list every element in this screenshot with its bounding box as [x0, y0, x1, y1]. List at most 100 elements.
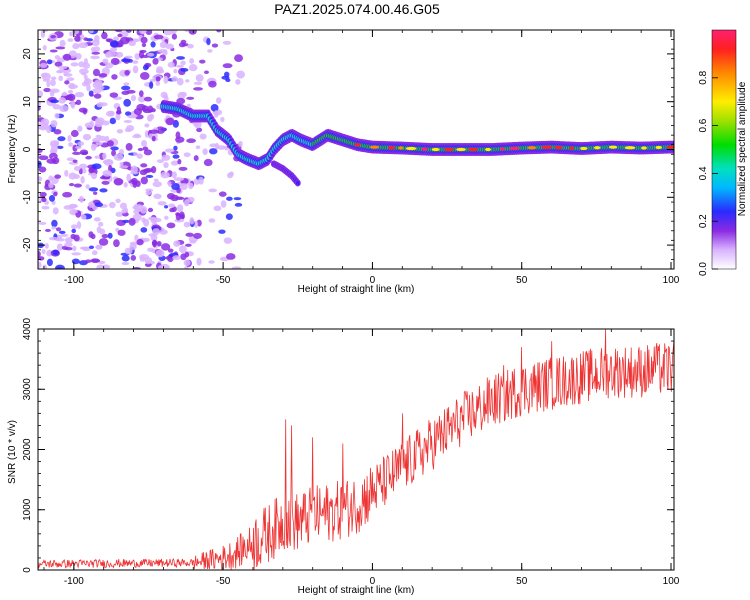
heatmap-cell: [89, 93, 94, 97]
heatmap-cell: [159, 41, 168, 49]
heatmap-cell: [221, 75, 230, 80]
heatmap-cell: [398, 146, 404, 150]
heatmap-cell: [141, 42, 147, 48]
heatmap-cell: [233, 197, 242, 201]
heatmap-cell: [71, 252, 81, 256]
heatmap-cell: [168, 203, 175, 208]
heatmap-cell: [86, 83, 91, 92]
heatmap-cell: [96, 102, 104, 108]
spectrogram-xlabel: Height of straight line (km): [298, 284, 415, 295]
heatmap-cell: [68, 183, 75, 187]
heatmap-cell: [53, 129, 62, 135]
heatmap-cell: [133, 151, 138, 157]
heatmap-cell: [50, 79, 56, 87]
heatmap-cell: [180, 60, 186, 66]
heatmap-cell: [98, 260, 106, 265]
heatmap-cell: [79, 149, 89, 156]
heatmap-cell: [193, 81, 203, 85]
heatmap-cell: [174, 177, 185, 182]
heatmap-cell: [111, 149, 116, 157]
heatmap-cell: [53, 191, 58, 197]
heatmap-cell: [142, 108, 152, 114]
heatmap-cell: [82, 62, 90, 69]
heatmap-cell: [38, 221, 47, 225]
heatmap-cell: [150, 234, 158, 242]
heatmap-cell: [160, 171, 170, 179]
heatmap-cell: [41, 197, 47, 203]
heatmap-cell: [93, 93, 102, 99]
heatmap-cell: [95, 244, 103, 250]
heatmap-cell: [126, 173, 132, 182]
spectrogram-ytick-label: -10: [22, 190, 33, 205]
heatmap-cell: [186, 138, 196, 144]
heatmap-cell: [71, 228, 77, 234]
heatmap-cell: [208, 218, 216, 223]
heatmap-cell: [66, 77, 75, 82]
heatmap-cell: [63, 71, 69, 76]
heatmap-cell: [125, 143, 133, 151]
heatmap-cell: [73, 174, 80, 180]
heatmap-cell: [110, 40, 119, 48]
heatmap-cell: [170, 194, 179, 202]
chart-title: PAZ1.2025.074.00.46.G05: [274, 1, 440, 17]
heatmap-cell: [78, 107, 88, 113]
heatmap-cell: [64, 80, 70, 85]
heatmap-cell: [182, 43, 189, 47]
heatmap-cell: [220, 116, 225, 123]
heatmap-cell: [226, 172, 234, 179]
heatmap-cell: [44, 228, 51, 232]
heatmap-cell: [105, 110, 115, 117]
heatmap-cell: [48, 182, 54, 189]
heatmap-cell: [41, 72, 51, 81]
heatmap-cell: [101, 234, 109, 239]
heatmap-cell: [50, 144, 58, 153]
heatmap-cell: [188, 30, 197, 35]
heatmap-cell: [152, 57, 159, 65]
heatmap-cell: [49, 49, 58, 53]
heatmap-cell: [177, 158, 182, 165]
snr-ytick-label: 0: [22, 567, 33, 573]
heatmap-cell: [199, 133, 207, 140]
heatmap-cell: [124, 69, 130, 76]
heatmap-cell: [180, 39, 187, 45]
heatmap-cell: [48, 236, 59, 241]
heatmap-cell: [158, 265, 164, 269]
heatmap-cell: [176, 204, 184, 213]
heatmap-cell: [55, 227, 62, 232]
heatmap-cell: [51, 157, 60, 165]
heatmap-cell: [89, 120, 94, 128]
heatmap-cell: [156, 159, 165, 164]
heatmap-cell: [218, 229, 226, 234]
spectrogram-ylabel: Frequency (Hz): [7, 115, 18, 184]
heatmap-cell: [59, 105, 69, 113]
heatmap-cell: [110, 146, 119, 151]
heatmap-cell: [150, 41, 156, 48]
heatmap-cell: [183, 221, 191, 228]
heatmap-cell: [38, 166, 47, 173]
heatmap-cell: [173, 240, 181, 247]
spectrogram-xtick-label: -50: [216, 275, 231, 286]
heatmap-cell: [88, 201, 95, 208]
heatmap-cell: [128, 40, 136, 47]
heatmap-cell: [79, 195, 84, 203]
heatmap-cell: [295, 180, 300, 185]
heatmap-cell: [79, 163, 88, 170]
snr-xtick-label: 0: [370, 576, 376, 587]
heatmap-cell: [144, 123, 150, 128]
heatmap-cell: [165, 256, 172, 260]
heatmap-cell: [46, 258, 53, 267]
heatmap-cell: [77, 141, 85, 147]
heatmap-cell: [52, 249, 59, 256]
heatmap-cell: [123, 182, 128, 188]
heatmap-cell: [134, 53, 141, 60]
heatmap-cell: [354, 143, 361, 147]
heatmap-cell: [541, 145, 553, 149]
heatmap-cell: [138, 30, 147, 35]
heatmap-cell: [134, 234, 139, 242]
heatmap-cell: [72, 159, 78, 163]
heatmap-cell: [64, 237, 73, 244]
heatmap-cell: [238, 140, 243, 148]
heatmap-cell: [226, 253, 236, 260]
